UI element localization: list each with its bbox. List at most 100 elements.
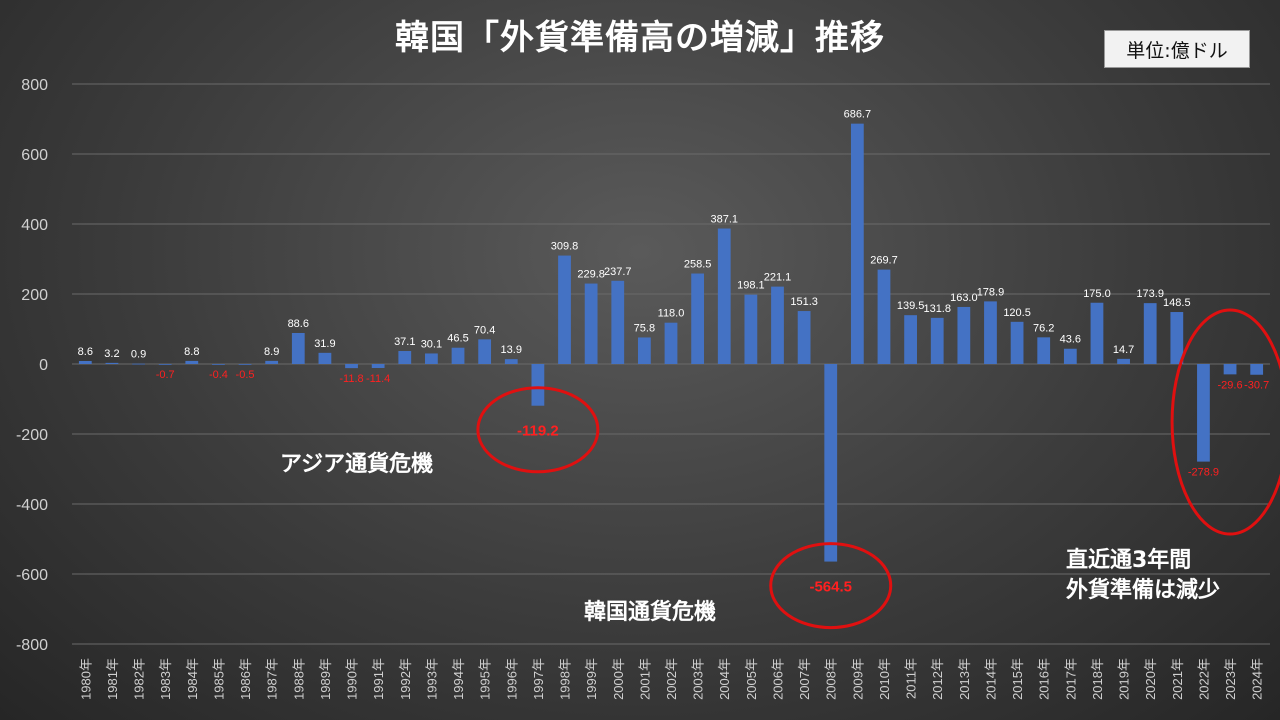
x-tick-label: 2023年 (1223, 658, 1238, 700)
x-tick-label: 1993年 (424, 658, 439, 700)
x-tick-label: 2006年 (770, 658, 785, 700)
bar (904, 315, 917, 364)
data-label: -0.5 (236, 369, 255, 381)
x-tick-label: 2020年 (1143, 658, 1158, 700)
y-tick-label: -200 (16, 427, 48, 444)
bar (717, 228, 731, 364)
highlight-circle (769, 542, 893, 630)
bar (1250, 364, 1264, 375)
highlight-circle (476, 386, 600, 474)
x-tick-label: 1997年 (531, 658, 546, 700)
y-tick-label: 200 (21, 287, 48, 304)
asia-crisis-annotation: アジア通貨危機 (280, 452, 434, 477)
bar (504, 359, 518, 364)
bar (451, 347, 465, 364)
x-tick-label: 2009年 (850, 658, 865, 700)
bar (637, 337, 651, 364)
bar (797, 311, 811, 364)
data-label: 75.8 (634, 322, 655, 334)
bar (212, 364, 225, 365)
data-label: 269.7 (870, 255, 898, 267)
bar (1170, 312, 1184, 364)
data-label: 139.5 (897, 300, 925, 312)
x-tick-label: 2003年 (691, 658, 706, 700)
x-axis-ticks: 1980年 1981年 1982年 1983年 1984年 1985年 1986年 1987年… (78, 658, 1264, 700)
data-label: 13.9 (501, 344, 522, 356)
x-tick-label: 2019年 (1117, 658, 1132, 700)
bar (1117, 358, 1130, 364)
bar (957, 306, 971, 364)
bar (345, 364, 358, 369)
data-label: 120.5 (1003, 307, 1031, 319)
data-label: 3.2 (104, 348, 119, 360)
bar (318, 352, 332, 364)
data-label: -30.7 (1244, 380, 1269, 392)
y-axis-ticks: 800 600 400 200 0 -200 -400 -600 -800 (16, 77, 48, 654)
data-label: 30.1 (421, 338, 442, 350)
chart-title: 韓国「外貨準備高の増減」推移 (395, 18, 885, 58)
x-tick-label: 2010年 (877, 658, 892, 700)
y-tick-label: 600 (21, 147, 48, 164)
data-label: 131.8 (923, 303, 951, 315)
x-tick-label: 1981年 (105, 658, 120, 700)
bar (185, 360, 199, 364)
y-tick-label: 400 (21, 217, 48, 234)
data-label: 237.7 (604, 266, 632, 278)
bar (398, 351, 412, 364)
recent-decline-line1: 直近通3年間 (1066, 548, 1192, 573)
bar (558, 255, 571, 364)
data-label: 229.8 (577, 269, 605, 281)
x-tick-label: 2017年 (1063, 658, 1078, 700)
x-tick-label: 2008年 (824, 658, 839, 700)
data-label: -11.4 (366, 373, 390, 385)
data-label: 70.4 (474, 324, 495, 336)
data-label: 43.6 (1060, 334, 1081, 346)
x-tick-label: 1984年 (185, 658, 200, 700)
data-label: 309.8 (551, 241, 579, 253)
bar (1063, 348, 1077, 364)
highlight-circle-recent (1170, 308, 1280, 536)
bar (744, 294, 758, 364)
bar (531, 364, 545, 406)
bar (664, 322, 678, 364)
x-tick-label: 2018年 (1090, 658, 1105, 700)
y-tick-label: -800 (16, 637, 48, 654)
bar (291, 332, 305, 364)
data-label: 0.9 (131, 349, 146, 361)
bar (265, 360, 279, 364)
data-label: 151.3 (790, 296, 818, 308)
data-label: 163.0 (950, 292, 978, 304)
data-label: 686.7 (844, 109, 872, 121)
x-tick-label: 2022年 (1196, 658, 1211, 700)
bar (984, 301, 997, 364)
bar (611, 280, 625, 364)
data-label: 148.5 (1163, 297, 1191, 309)
data-label: 175.0 (1083, 288, 1111, 300)
data-label: 178.9 (977, 286, 1005, 298)
x-tick-label: 1988年 (291, 658, 306, 700)
x-tick-label: 2001年 (637, 658, 652, 700)
bar (1197, 364, 1210, 462)
data-label: 8.8 (184, 346, 199, 358)
bar (371, 364, 385, 368)
data-label: 8.9 (264, 346, 279, 358)
x-tick-label: 1998年 (558, 658, 573, 700)
y-tick-label: 800 (21, 77, 48, 94)
unit-label: 単位:億ドル (1104, 30, 1250, 68)
data-label: 118.0 (658, 308, 685, 320)
x-tick-label: 1982年 (132, 658, 147, 700)
bar (771, 286, 784, 364)
x-tick-label: 1983年 (158, 658, 173, 700)
x-tick-label: 1990年 (345, 658, 360, 700)
x-tick-label: 1995年 (478, 658, 493, 700)
bar (877, 269, 891, 364)
data-label: -564.5 (809, 579, 852, 596)
bar (105, 362, 119, 364)
y-tick-label: -400 (16, 497, 48, 514)
bar (1037, 337, 1051, 364)
x-tick-label: 2004年 (717, 658, 732, 700)
data-label: -119.2 (517, 423, 559, 440)
data-label: 46.5 (447, 333, 468, 345)
y-tick-label: 0 (39, 357, 48, 374)
bar (238, 364, 252, 365)
